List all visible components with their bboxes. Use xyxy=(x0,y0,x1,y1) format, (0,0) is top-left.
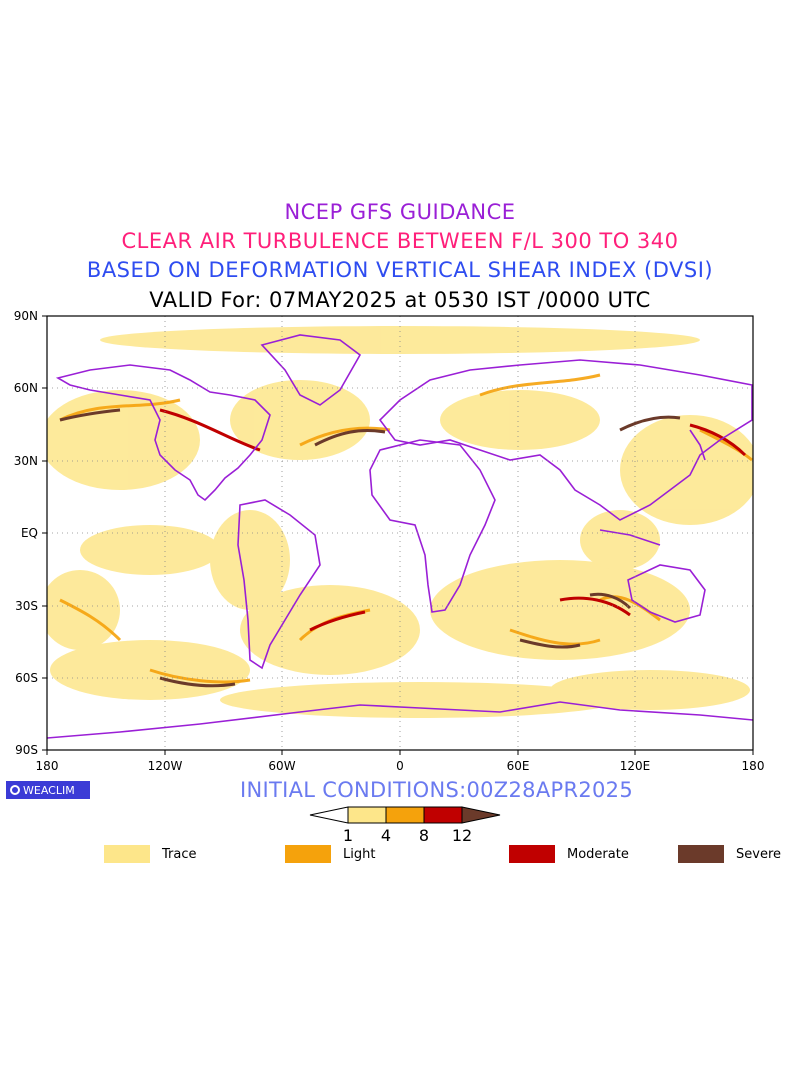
lon-label-120w: 120W xyxy=(148,759,183,773)
colorbar-max-arrow xyxy=(461,806,501,824)
legend-severe: Severe xyxy=(678,844,781,864)
colorbar: 1 4 8 12 xyxy=(309,806,501,845)
legend-light-label: Light xyxy=(343,846,376,862)
legend-trace-swatch xyxy=(104,845,150,863)
lat-label-30s: 30S xyxy=(15,599,38,613)
title-line-2: CLEAR AIR TURBULENCE BETWEEN F/L 300 TO … xyxy=(121,229,679,253)
lat-label-90s: 90S xyxy=(15,743,38,757)
legend-light: Light xyxy=(285,844,375,864)
colorbar-min-arrow xyxy=(309,806,349,824)
lat-label-90n: 90N xyxy=(14,309,38,323)
lat-label-30n: 30N xyxy=(14,454,38,468)
lon-label-120e: 120E xyxy=(620,759,651,773)
legend-trace-label: Trace xyxy=(162,846,197,862)
lon-label-0: 0 xyxy=(396,759,404,773)
legend-moderate-swatch xyxy=(509,845,555,863)
coastlines xyxy=(47,334,753,739)
lon-label-60w: 60W xyxy=(268,759,295,773)
colorbar-tick-4: 4 xyxy=(381,826,391,845)
title-line-1: NCEP GFS GUIDANCE xyxy=(284,200,516,224)
lat-label-eq: EQ xyxy=(21,526,38,540)
legend-moderate: Moderate xyxy=(509,844,629,864)
title-line-3: BASED ON DEFORMATION VERTICAL SHEAR INDE… xyxy=(86,258,714,282)
colorbar-trace xyxy=(347,806,387,824)
valid-time-title: VALID For: 07MAY2025 at 0530 IST /0000 U… xyxy=(149,288,651,312)
logo-circle-icon xyxy=(10,785,20,795)
legend-trace: Trace xyxy=(104,844,197,864)
legend-severe-swatch xyxy=(678,845,724,863)
turbulence-field xyxy=(47,326,753,718)
colorbar-tick-1: 1 xyxy=(343,826,353,845)
legend-moderate-label: Moderate xyxy=(567,846,629,862)
colorbar-tick-12: 12 xyxy=(452,826,472,845)
colorbar-moderate xyxy=(423,806,463,824)
lon-label-60e: 60E xyxy=(507,759,530,773)
turbulence-map: 90N 60N 30N EQ 30S 60S 90S 180 120W 60W … xyxy=(14,309,765,773)
colorbar-tick-8: 8 xyxy=(419,826,429,845)
lon-label-180w: 180 xyxy=(36,759,59,773)
lat-label-60s: 60S xyxy=(15,671,38,685)
legend-severe-label: Severe xyxy=(736,846,781,862)
weaclim-logo: WEACLIM xyxy=(6,781,90,799)
logo-text: WEACLIM xyxy=(23,783,75,797)
initial-conditions: INITIAL CONDITIONS:00Z28APR2025 xyxy=(240,778,633,802)
legend-light-swatch xyxy=(285,845,331,863)
lat-label-60n: 60N xyxy=(14,381,38,395)
colorbar-light xyxy=(385,806,425,824)
lon-label-180e: 180 xyxy=(742,759,765,773)
